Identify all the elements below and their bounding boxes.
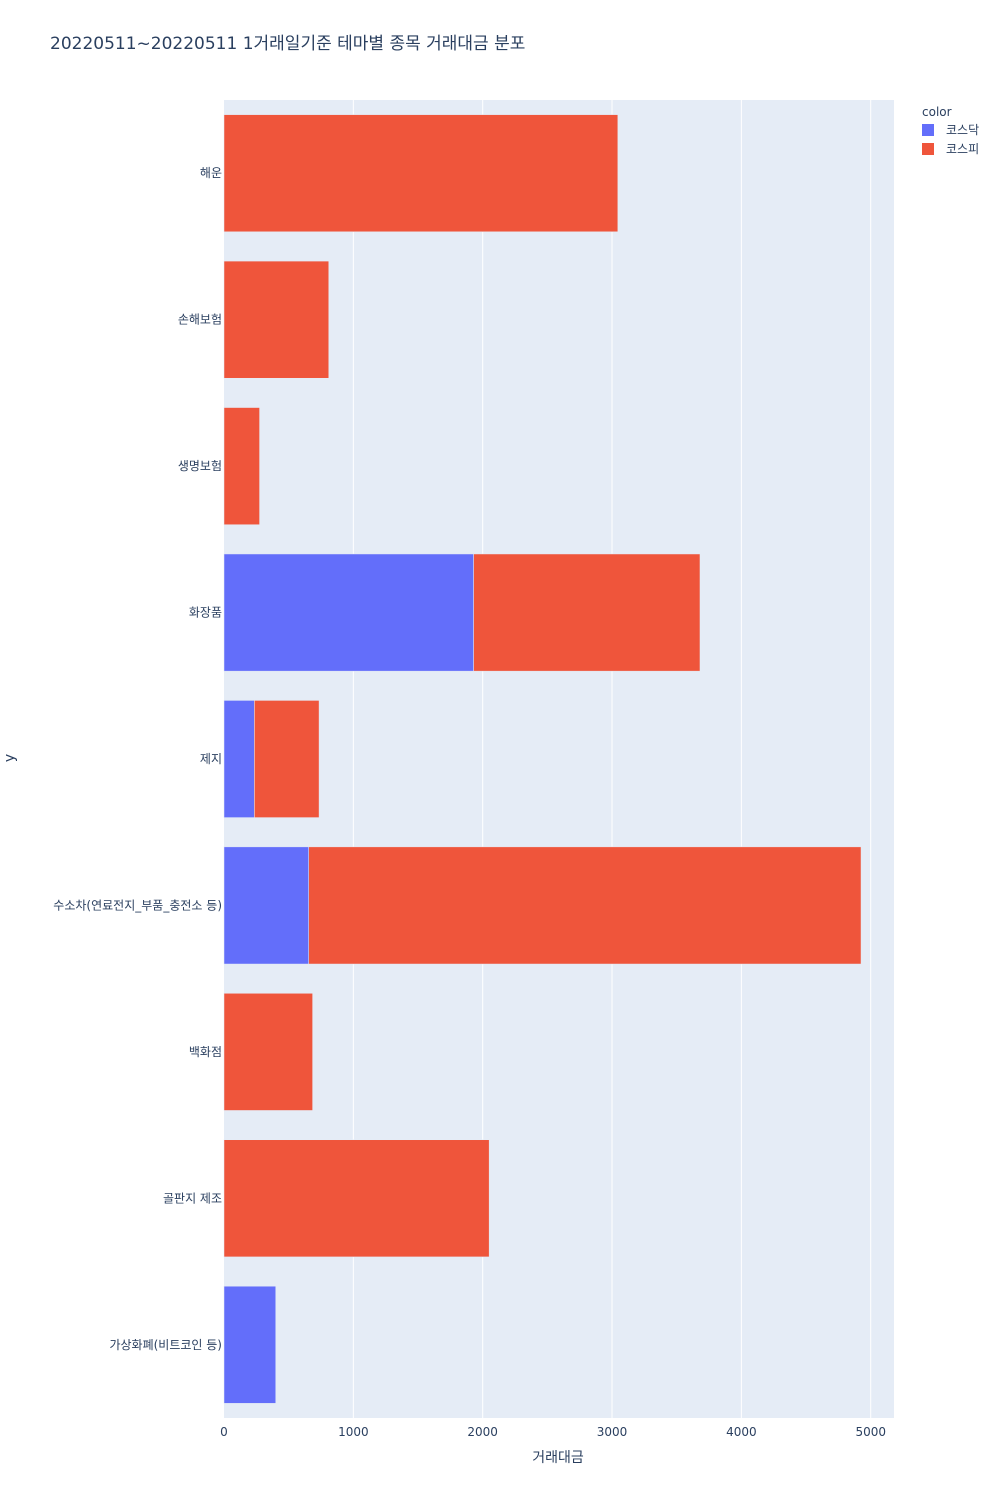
bar-segment[interactable] xyxy=(223,1139,490,1258)
legend-label[interactable]: 코스피 xyxy=(946,142,979,156)
y-tick-label: 가상화폐(비트코인 등) xyxy=(109,1338,222,1352)
bar-segment[interactable] xyxy=(223,700,255,818)
y-tick-label: 수소차(연료전지_부품_충전소 등) xyxy=(53,898,222,912)
bar-segment[interactable] xyxy=(223,1285,276,1404)
y-tick-label: 제지 xyxy=(200,752,222,766)
y-tick-label: 골판지 제조 xyxy=(163,1191,222,1205)
bar-segment[interactable] xyxy=(223,407,260,525)
x-tick-label: 5000 xyxy=(855,1425,886,1439)
legend-swatch[interactable] xyxy=(922,143,934,155)
bar-segment[interactable] xyxy=(254,700,320,818)
legend-swatch[interactable] xyxy=(922,124,934,136)
bar-segment[interactable] xyxy=(223,260,330,379)
y-tick-label: 화장품 xyxy=(189,606,222,620)
bar-segment[interactable] xyxy=(223,553,474,672)
bar-segment[interactable] xyxy=(473,553,701,672)
bar-segment[interactable] xyxy=(223,114,619,233)
y-tick-label: 해운 xyxy=(200,166,222,180)
bar-segment[interactable] xyxy=(308,846,862,965)
y-tick-label: 손해보험 xyxy=(178,313,222,327)
bar-segment[interactable] xyxy=(223,846,309,965)
x-tick-label: 2000 xyxy=(467,1425,498,1439)
x-tick-label: 3000 xyxy=(597,1425,628,1439)
y-axis-title: y xyxy=(2,754,18,762)
x-tick-label: 0 xyxy=(220,1425,228,1439)
legend-title: color xyxy=(922,105,952,119)
y-tick-label: 백화점 xyxy=(189,1045,222,1059)
chart-title: 20220511~20220511 1거래일기준 테마별 종목 거래대금 분포 xyxy=(50,34,525,54)
x-tick-label: 4000 xyxy=(726,1425,757,1439)
x-axis-title: 거래대금 xyxy=(532,1450,584,1466)
bars[interactable] xyxy=(223,114,862,1404)
legend-label[interactable]: 코스닥 xyxy=(946,123,979,137)
x-tick-label: 1000 xyxy=(338,1425,369,1439)
bar-segment[interactable] xyxy=(223,993,313,1111)
y-tick-label: 생명보험 xyxy=(178,459,222,473)
x-axis-ticks: 0 1000 2000 3000 4000 5000 xyxy=(220,1425,886,1439)
